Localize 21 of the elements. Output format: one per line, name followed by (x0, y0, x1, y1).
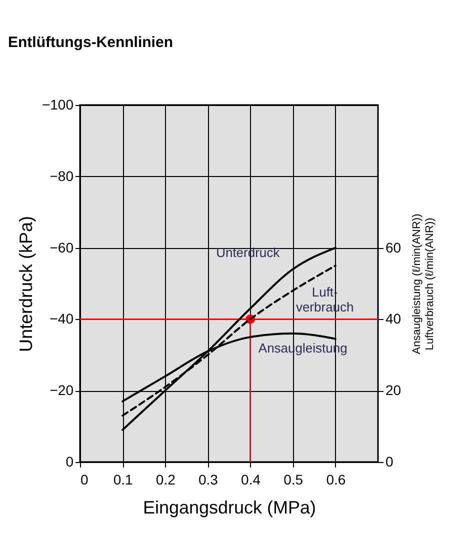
y-tick-label: −40 (50, 310, 74, 327)
x-tick-label: 0.4 (241, 472, 261, 488)
y-tick-label: −100 (42, 96, 74, 112)
y-axis-title: Unterdruck (kPa) (16, 216, 36, 352)
x-axis-title: Eingangsdruck (MPa) (142, 498, 316, 518)
y-tick-label: −60 (50, 239, 74, 256)
x-tick-label: 0.1 (113, 472, 134, 488)
x-tick-label: 0 (80, 472, 88, 488)
chart-title: Entlüftungs-Kennlinien (8, 34, 173, 51)
x-tick-label: 0.3 (198, 472, 218, 488)
y2-tick-label: 0 (386, 454, 394, 470)
y-tick-label: −80 (50, 168, 74, 184)
y2-tick-label: 60 (386, 239, 402, 256)
y-tick-label: −20 (50, 382, 74, 398)
x-tick-label: 0.5 (284, 472, 304, 488)
y2-tick-label: 20 (386, 382, 402, 398)
y2-axis-title: Ansaugleistung (ℓ/min(ANR)) Luftverbrauch (ℓ/min(ANR)) (411, 214, 436, 354)
y-tick-label: 0 (66, 454, 74, 470)
x-tick-label: 0.6 (326, 472, 346, 488)
y2-tick-label: 40 (386, 310, 402, 327)
x-tick-label: 0.2 (156, 472, 176, 488)
